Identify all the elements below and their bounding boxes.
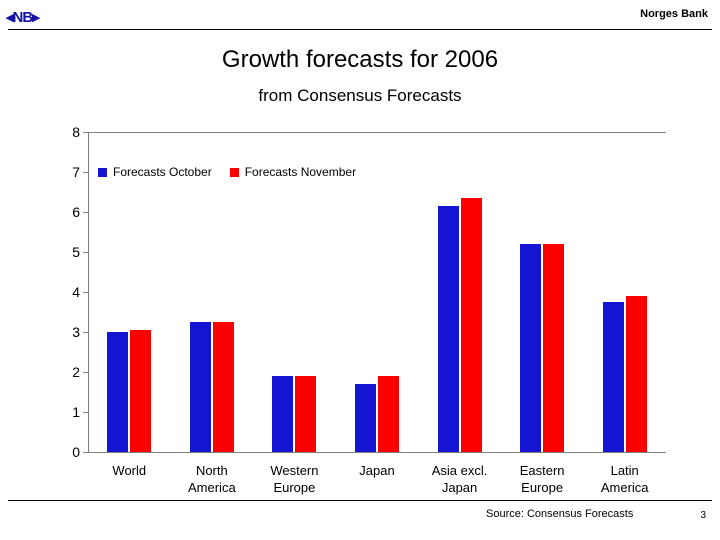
x-axis-category-label: Western Europe xyxy=(253,462,336,496)
y-axis-tick-mark xyxy=(83,372,88,373)
bar-october xyxy=(354,384,376,452)
x-axis-category-label: Latin America xyxy=(583,462,666,496)
y-axis-tick-label: 2 xyxy=(72,364,80,380)
bar-november xyxy=(130,330,152,452)
y-axis-tick-label: 0 xyxy=(72,444,80,460)
header-divider xyxy=(8,29,712,30)
bar-group xyxy=(501,132,584,452)
bar-group xyxy=(583,132,666,452)
bar-november xyxy=(543,244,565,452)
x-axis-category-label: World xyxy=(88,462,171,479)
y-axis-tick-label: 1 xyxy=(72,404,80,420)
bar-october xyxy=(107,332,129,452)
legend-item: Forecasts November xyxy=(229,165,357,179)
logo-left-arrow-icon: ◂ xyxy=(6,9,13,26)
y-axis-tick-mark xyxy=(83,292,88,293)
y-axis-tick-mark xyxy=(83,212,88,213)
logo-text: NB xyxy=(12,9,34,26)
bar-chart: 0 1 2 3 4 5 6 7 8 Forecasts October Forecasts Nov… xyxy=(0,118,720,495)
bar-group xyxy=(253,132,336,452)
logo-right-arrow-icon: ▸ xyxy=(32,9,39,26)
x-axis-category-label-line: America xyxy=(600,480,649,495)
bar-november xyxy=(377,376,399,452)
x-axis-category-label-line: Europe xyxy=(521,480,564,495)
legend-item: Forecasts October xyxy=(98,165,212,179)
legend-label: Forecasts November xyxy=(244,165,357,179)
y-axis-tick-mark xyxy=(83,412,88,413)
bar-group xyxy=(171,132,254,452)
y-axis-tick-mark xyxy=(83,132,88,133)
header-bar: ◂NB▸ Norges Bank xyxy=(0,0,720,30)
bar-october xyxy=(437,206,459,452)
bar-november xyxy=(625,296,647,452)
bar-group xyxy=(336,132,419,452)
page-subtitle: from Consensus Forecasts xyxy=(258,86,462,105)
x-axis-category-label-line: Asia excl. xyxy=(431,463,488,478)
x-axis-category-label-line: Eastern xyxy=(519,463,565,478)
x-axis-category-label-line: Europe xyxy=(273,480,316,495)
source-note: Source: Consensus Forecasts xyxy=(486,508,634,520)
y-axis-line xyxy=(88,132,89,453)
y-axis-tick-mark xyxy=(83,452,88,453)
bar-november xyxy=(295,376,317,452)
x-axis-category-label-line: Japan xyxy=(441,480,478,495)
x-axis-category-label: North America xyxy=(171,462,254,496)
bar-november xyxy=(212,322,234,452)
x-axis-category-label-line: World xyxy=(112,463,147,478)
bar-october xyxy=(602,302,624,452)
slide-number: 3 xyxy=(700,510,706,521)
footer-divider xyxy=(8,500,712,501)
y-axis-tick-label: 4 xyxy=(72,284,80,300)
bar-october xyxy=(272,376,294,452)
legend-swatch-icon xyxy=(98,167,107,177)
x-axis-category-label: Eastern Europe xyxy=(501,462,584,496)
x-axis-category-label-line: North xyxy=(195,463,228,478)
y-axis-tick-mark xyxy=(83,252,88,253)
x-axis-category-label-line: Western xyxy=(270,463,319,478)
bar-group xyxy=(418,132,501,452)
bar-group xyxy=(88,132,171,452)
x-axis-category-label: Japan xyxy=(336,462,419,479)
legend-label: Forecasts October xyxy=(113,165,212,179)
y-axis-tick-mark xyxy=(83,332,88,333)
chart-top-border xyxy=(88,132,666,133)
bar-october xyxy=(520,244,542,452)
bar-october xyxy=(189,322,211,452)
plot-area: 0 1 2 3 4 5 6 7 8 xyxy=(72,124,666,460)
page-title: Growth forecasts for 2006 xyxy=(221,46,499,73)
chart-legend: Forecasts October Forecasts November xyxy=(98,165,374,179)
y-axis-tick-label: 7 xyxy=(72,164,80,180)
x-axis-category-label: Asia excl. Japan xyxy=(418,462,501,496)
bar-november xyxy=(460,198,482,452)
x-axis-line xyxy=(88,452,666,453)
legend-swatch-icon xyxy=(229,167,239,177)
y-axis-tick-label: 3 xyxy=(72,324,80,340)
y-axis-tick-mark xyxy=(83,172,88,173)
norges-bank-logo: ◂NB▸ xyxy=(6,8,40,26)
institution-name: Norges Bank xyxy=(640,8,708,20)
y-axis-tick-label: 5 xyxy=(72,244,80,260)
x-axis-category-label-line: Latin xyxy=(610,463,639,478)
x-axis-category-label-line: America xyxy=(188,480,236,495)
y-axis-tick-label: 8 xyxy=(72,124,80,140)
x-axis-category-label-line: Japan xyxy=(359,463,395,478)
y-axis-tick-label: 6 xyxy=(72,204,80,220)
